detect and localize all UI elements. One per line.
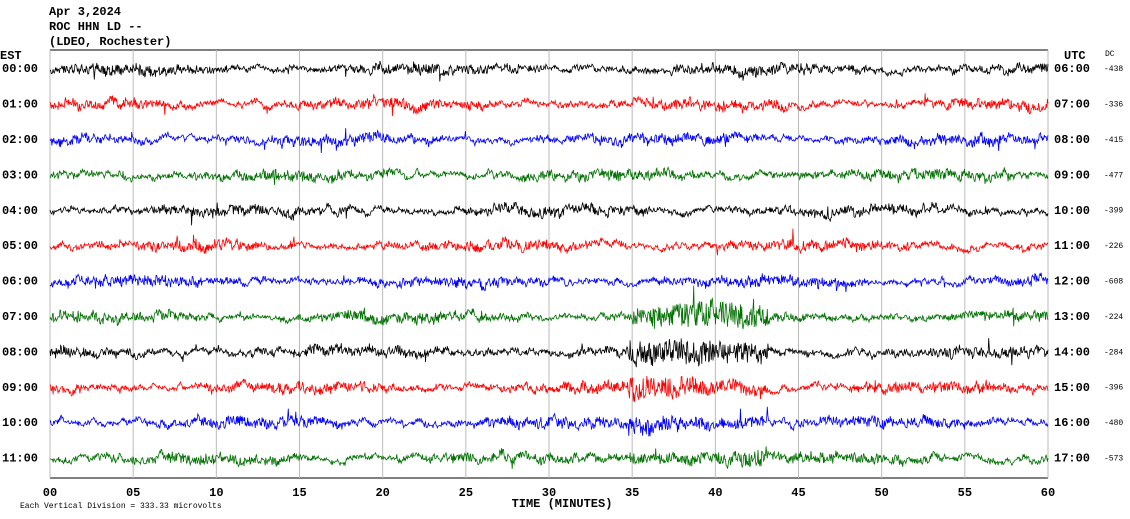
dc-value: -477 [1104,171,1123,180]
utc-label: 17:00 [1054,452,1090,466]
dc-value: -284 [1104,348,1123,357]
est-label: 11:00 [2,452,38,466]
utc-label: 11:00 [1054,239,1090,253]
trace [49,128,1049,154]
x-tick-label: 50 [874,486,888,500]
est-label: 05:00 [2,239,38,253]
x-tick-label: 20 [375,486,389,500]
x-tick-label: 30 [542,486,556,500]
x-tick-label: 05 [126,486,140,500]
x-tick-label: 15 [292,486,306,500]
header-line: ROC HHN LD -- [49,20,143,34]
dc-value: -438 [1104,65,1123,74]
est-label: 02:00 [2,133,38,147]
est-label: 00:00 [2,62,38,76]
utc-label: 14:00 [1054,345,1090,359]
est-label: 01:00 [2,98,38,112]
trace [49,272,1049,293]
trace [49,285,1049,330]
est-label: 06:00 [2,275,38,289]
est-label: 07:00 [2,310,38,324]
utc-label: 13:00 [1054,310,1090,324]
trace [49,60,1049,82]
header-line: Apr 3,2024 [49,5,121,19]
header-line: (LDEO, Rochester) [49,35,171,49]
dc-value: -573 [1104,455,1123,464]
utc-label: 16:00 [1054,416,1090,430]
x-tick-label: 40 [708,486,722,500]
x-tick-label: 45 [791,486,805,500]
right-axis-label: UTC [1064,49,1086,63]
dc-label: DC [1105,50,1115,59]
x-tick-label: 10 [209,486,223,500]
est-label: 10:00 [2,416,38,430]
dc-value: -399 [1104,207,1123,216]
utc-label: 06:00 [1054,62,1090,76]
dc-value: -226 [1104,242,1123,251]
est-label: 08:00 [2,345,38,359]
dc-value: -415 [1104,136,1123,145]
est-label: 04:00 [2,204,38,218]
trace [49,228,1049,256]
left-axis-label: EST [0,49,22,63]
trace [49,375,1049,402]
dc-value: -396 [1104,384,1123,393]
trace [49,201,1049,226]
est-label: 03:00 [2,168,38,182]
utc-label: 15:00 [1054,381,1090,395]
est-label: 09:00 [2,381,38,395]
utc-label: 08:00 [1054,133,1090,147]
dc-value: -608 [1104,278,1123,287]
x-tick-label: 35 [625,486,639,500]
trace [50,446,1049,469]
x-tick-label: 60 [1041,486,1055,500]
dc-value: -336 [1104,101,1123,110]
footer: Each Vertical Division = 333.33 microvol… [20,502,222,511]
x-tick-label: 55 [958,486,972,500]
dc-value: -480 [1104,419,1123,428]
x-axis-label: TIME (MINUTES) [512,497,613,511]
utc-label: 09:00 [1054,168,1090,182]
x-tick-label: 00 [43,486,57,500]
dc-value: -224 [1104,313,1123,322]
trace [49,165,1049,185]
utc-label: 07:00 [1054,98,1090,112]
trace [49,93,1049,117]
x-tick-label: 25 [459,486,473,500]
utc-label: 10:00 [1054,204,1090,218]
utc-label: 12:00 [1054,275,1090,289]
trace [49,338,1049,368]
trace [49,406,1049,437]
